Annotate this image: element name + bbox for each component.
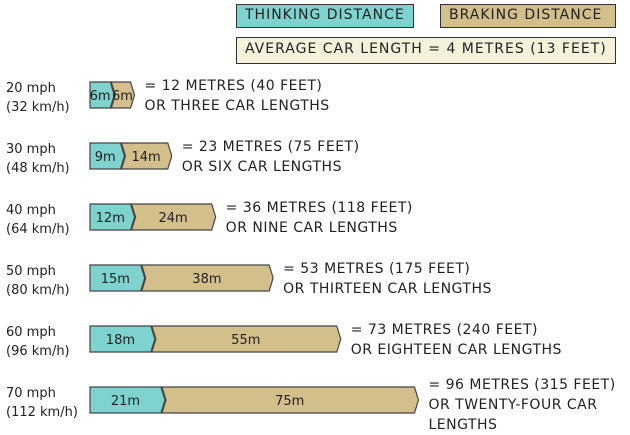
thinking-bar	[89, 264, 146, 292]
car-lengths-label: OR THREE CAR LENGTHS	[144, 98, 330, 114]
thinking-bar	[89, 386, 166, 414]
thinking-bar	[89, 325, 156, 353]
total-distance-label: = 53 METRES (175 FEET)	[283, 261, 471, 277]
car-lengths-label-continued: LENGTHS	[428, 417, 498, 433]
thinking-value-label: 12m	[96, 211, 125, 226]
braking-value-label: 14m	[131, 150, 160, 165]
speed-mph-label: 40 mph	[6, 203, 56, 218]
car-lengths-label: OR EIGHTEEN CAR LENGTHS	[350, 342, 562, 358]
legend-braking-distance: BRAKING DISTANCE	[440, 4, 616, 28]
car-lengths-label: OR THIRTEEN CAR LENGTHS	[283, 281, 492, 297]
thinking-value-label: 6m	[90, 89, 111, 104]
braking-bar	[120, 142, 173, 170]
speed-mph-label: 30 mph	[6, 142, 56, 157]
braking-bar	[161, 386, 420, 414]
speed-kmh-label: (80 km/h)	[6, 283, 70, 298]
total-distance-label: = 36 METRES (118 FEET)	[225, 200, 413, 216]
legend-average-car-length: AVERAGE CAR LENGTH = 4 METRES (13 FEET)	[236, 37, 616, 64]
braking-bar	[151, 325, 342, 353]
speed-kmh-label: (64 km/h)	[6, 222, 70, 237]
speed-mph-label: 70 mph	[6, 386, 56, 401]
thinking-bar	[89, 81, 115, 109]
car-lengths-label: OR NINE CAR LENGTHS	[225, 220, 398, 236]
speed-kmh-label: (96 km/h)	[6, 344, 70, 359]
thinking-value-label: 18m	[106, 333, 135, 348]
thinking-value-label: 9m	[95, 150, 116, 165]
braking-value-label: 6m	[112, 89, 133, 104]
thinking-bar	[89, 203, 136, 231]
speed-mph-label: 20 mph	[6, 81, 56, 96]
total-distance-label: = 73 METRES (240 FEET)	[350, 322, 538, 338]
legend-thinking-distance: THINKING DISTANCE	[236, 4, 414, 28]
speed-kmh-label: (48 km/h)	[6, 161, 70, 176]
thinking-bar	[89, 142, 126, 170]
total-distance-label: = 23 METRES (75 FEET)	[181, 139, 360, 155]
car-lengths-label: OR TWENTY-FOUR CAR	[428, 397, 598, 413]
speed-mph-label: 60 mph	[6, 325, 56, 340]
braking-value-label: 75m	[275, 394, 304, 409]
braking-value-label: 55m	[231, 333, 260, 348]
thinking-value-label: 21m	[111, 394, 140, 409]
speed-kmh-label: (112 km/h)	[6, 405, 78, 420]
car-lengths-label: OR SIX CAR LENGTHS	[181, 159, 342, 175]
braking-bar	[140, 264, 274, 292]
speed-kmh-label: (32 km/h)	[6, 100, 70, 115]
braking-value-label: 38m	[192, 272, 221, 287]
total-distance-label: = 96 METRES (315 FEET)	[428, 377, 616, 393]
speed-mph-label: 50 mph	[6, 264, 56, 279]
braking-bar	[110, 81, 136, 109]
total-distance-label: = 12 METRES (40 FEET)	[144, 78, 323, 94]
braking-bar	[130, 203, 217, 231]
thinking-value-label: 15m	[101, 272, 130, 287]
braking-value-label: 24m	[159, 211, 188, 226]
